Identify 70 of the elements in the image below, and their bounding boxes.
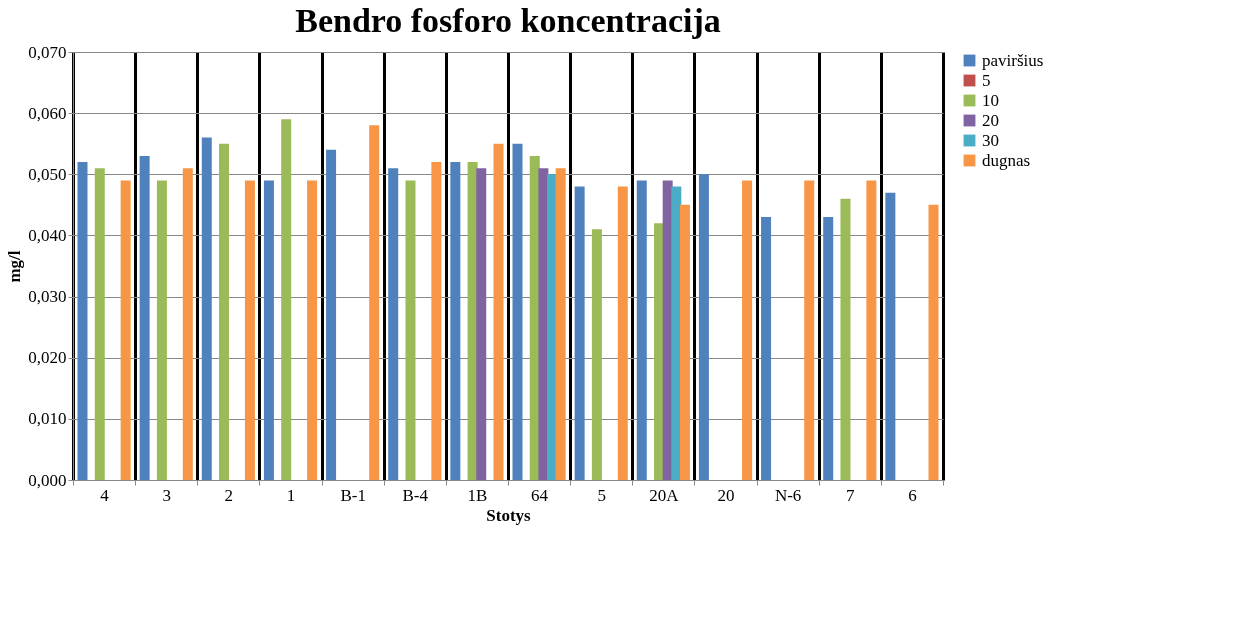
- bar: [369, 125, 380, 480]
- bar: [326, 149, 337, 480]
- bar: [307, 180, 318, 480]
- legend-label: 20: [982, 110, 999, 130]
- bar: [493, 143, 504, 480]
- bar: [742, 180, 753, 480]
- bar: [450, 162, 461, 480]
- bar: [156, 180, 167, 480]
- bar: [698, 174, 709, 480]
- bar: [281, 119, 292, 480]
- legend-label: dugnas: [982, 150, 1031, 170]
- bar: [804, 180, 815, 480]
- x-tick-label: 3: [162, 485, 171, 505]
- bar: [555, 168, 566, 480]
- bar: [617, 186, 628, 480]
- bar: [885, 192, 896, 480]
- bar: [120, 180, 131, 480]
- bar: [201, 137, 212, 480]
- x-tick-label: 1B: [467, 485, 488, 505]
- y-axis-title: mg/l: [5, 250, 25, 283]
- x-tick-label: 64: [531, 485, 549, 505]
- y-tick-label: 0,060: [28, 103, 67, 123]
- x-tick-label: 6: [908, 485, 917, 505]
- x-tick-label: 7: [846, 485, 856, 505]
- y-tick-label: 0,070: [28, 42, 67, 62]
- y-tick-label: 0,020: [28, 348, 67, 368]
- bar: [679, 204, 690, 480]
- bar: [636, 180, 647, 480]
- bar: [538, 168, 549, 480]
- y-tick-label: 0,030: [28, 287, 67, 307]
- bar: [928, 204, 939, 480]
- x-tick-label: 4: [100, 485, 110, 505]
- x-tick-label: N-6: [774, 485, 802, 505]
- bar: [574, 186, 585, 480]
- x-tick-label: B-1: [340, 485, 366, 505]
- bar: [866, 180, 877, 480]
- bar: [840, 198, 851, 480]
- bar: [77, 162, 88, 480]
- bar: [823, 217, 834, 480]
- y-tick-label: 0,000: [28, 470, 67, 490]
- bar: [244, 180, 255, 480]
- x-tick-label: 2: [224, 485, 234, 505]
- bar: [476, 168, 487, 480]
- y-tick-label: 0,050: [28, 164, 67, 184]
- chart-title: Bendro fosforo koncentracija: [295, 2, 721, 39]
- x-tick-label: 20: [717, 485, 735, 505]
- legend-label: 30: [982, 130, 999, 150]
- bar: [671, 186, 682, 480]
- x-tick-label: 5: [597, 485, 606, 505]
- x-tick-label: 20A: [649, 485, 680, 505]
- bar: [512, 143, 523, 480]
- legend-label: 10: [982, 90, 999, 110]
- x-axis-title: Stotys: [486, 505, 532, 525]
- bar: [388, 168, 399, 480]
- bar: [431, 162, 442, 480]
- bar: [94, 168, 105, 480]
- legend-label: paviršius: [982, 50, 1044, 70]
- bar: [219, 143, 230, 480]
- legend-label: 5: [982, 70, 991, 90]
- bar: [182, 168, 193, 480]
- y-tick-label: 0,010: [28, 409, 67, 429]
- bar: [405, 180, 416, 480]
- bar: [591, 229, 602, 480]
- x-tick-label: 1: [286, 485, 296, 505]
- bar: [761, 217, 772, 480]
- bar: [139, 155, 150, 480]
- bar: [547, 174, 558, 480]
- bar: [263, 180, 274, 480]
- x-tick-label: B-4: [402, 485, 429, 505]
- y-tick-label: 0,040: [28, 225, 67, 245]
